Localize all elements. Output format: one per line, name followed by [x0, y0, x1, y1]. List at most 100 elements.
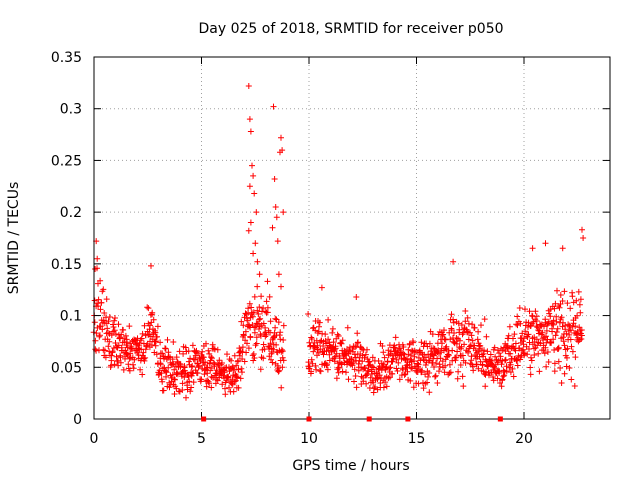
data-point [379, 343, 386, 349]
data-point [185, 348, 192, 355]
data-point [103, 296, 110, 303]
y-tick-label: 0.15 [51, 257, 82, 273]
data-point [343, 369, 349, 376]
data-point [255, 311, 262, 317]
data-point [345, 376, 352, 383]
data-point [101, 310, 108, 316]
data-point [336, 364, 343, 371]
data-point [278, 346, 285, 353]
data-point [210, 345, 217, 352]
data-point [256, 326, 262, 332]
data-point [487, 351, 494, 358]
data-point [462, 318, 469, 325]
data-point [120, 366, 127, 373]
data-point [323, 362, 330, 369]
data-point [245, 83, 252, 89]
data-point [267, 340, 274, 347]
data-point [248, 304, 255, 311]
data-point [563, 363, 570, 370]
data-point [496, 350, 503, 357]
data-point [122, 332, 129, 339]
data-point [162, 368, 169, 375]
data-point [576, 324, 583, 331]
data-point [572, 354, 579, 361]
data-point [514, 313, 521, 320]
data-point [329, 329, 336, 336]
data-point [105, 329, 112, 336]
data-point [280, 322, 287, 329]
axis-markers [201, 416, 503, 422]
data-point [152, 329, 159, 336]
data-point [464, 314, 471, 321]
data-point [245, 345, 252, 352]
data-point [308, 368, 315, 375]
data-point [249, 313, 256, 320]
data-point [194, 370, 201, 377]
data-point [260, 341, 267, 348]
data-point [98, 299, 105, 306]
data-point [461, 341, 468, 348]
data-point [159, 350, 166, 357]
data-point [533, 336, 540, 343]
data-point [95, 296, 102, 303]
data-point [382, 379, 389, 386]
data-point [353, 294, 360, 300]
data-point [278, 283, 284, 290]
data-point [171, 366, 178, 373]
data-point [545, 359, 552, 365]
data-point [542, 240, 549, 247]
data-point [100, 317, 107, 324]
data-point [240, 322, 247, 329]
data-point [208, 384, 215, 391]
data-point [557, 292, 564, 298]
data-point [199, 348, 206, 355]
data-point [381, 354, 388, 361]
data-point [448, 311, 455, 318]
data-point [115, 321, 122, 328]
data-point [252, 240, 259, 247]
data-point [198, 376, 205, 383]
data-point [242, 328, 249, 335]
data-point [339, 368, 346, 375]
data-point [407, 377, 414, 384]
data-point [483, 333, 490, 340]
data-point [224, 351, 230, 358]
data-point [578, 332, 585, 339]
data-point [263, 298, 270, 305]
data-point [548, 340, 555, 346]
grid [94, 57, 610, 419]
data-point [520, 341, 527, 348]
data-point [361, 354, 368, 361]
data-point [106, 338, 113, 345]
data-point [513, 357, 520, 364]
data-point [426, 389, 433, 396]
data-point [555, 344, 562, 351]
data-point [528, 357, 535, 364]
data-point [139, 330, 146, 337]
plot-frame [93, 56, 611, 420]
data-point [568, 376, 575, 383]
data-point [490, 374, 496, 380]
data-point [97, 277, 104, 284]
data-point [490, 377, 497, 384]
x-tick-label: 0 [90, 431, 99, 447]
data-point [533, 313, 540, 320]
data-point [277, 329, 284, 336]
data-point [469, 321, 476, 328]
axis-ticks: 0 0.05 0.1 0.15 0.2 0.25 0.3 0.35 0 5 10 15 20 [51, 50, 610, 447]
data-point [353, 384, 360, 391]
data-point [560, 334, 567, 341]
data-point [439, 340, 445, 347]
data-point [185, 358, 192, 365]
data-point [154, 323, 161, 330]
data-point [498, 383, 505, 390]
data-point [522, 306, 528, 313]
data-point [578, 327, 585, 333]
data-point [127, 350, 134, 357]
data-point [510, 373, 517, 380]
data-point [547, 313, 554, 320]
data-point [455, 368, 462, 375]
data-point [391, 344, 398, 351]
data-point [430, 345, 437, 352]
data-point [253, 340, 260, 347]
